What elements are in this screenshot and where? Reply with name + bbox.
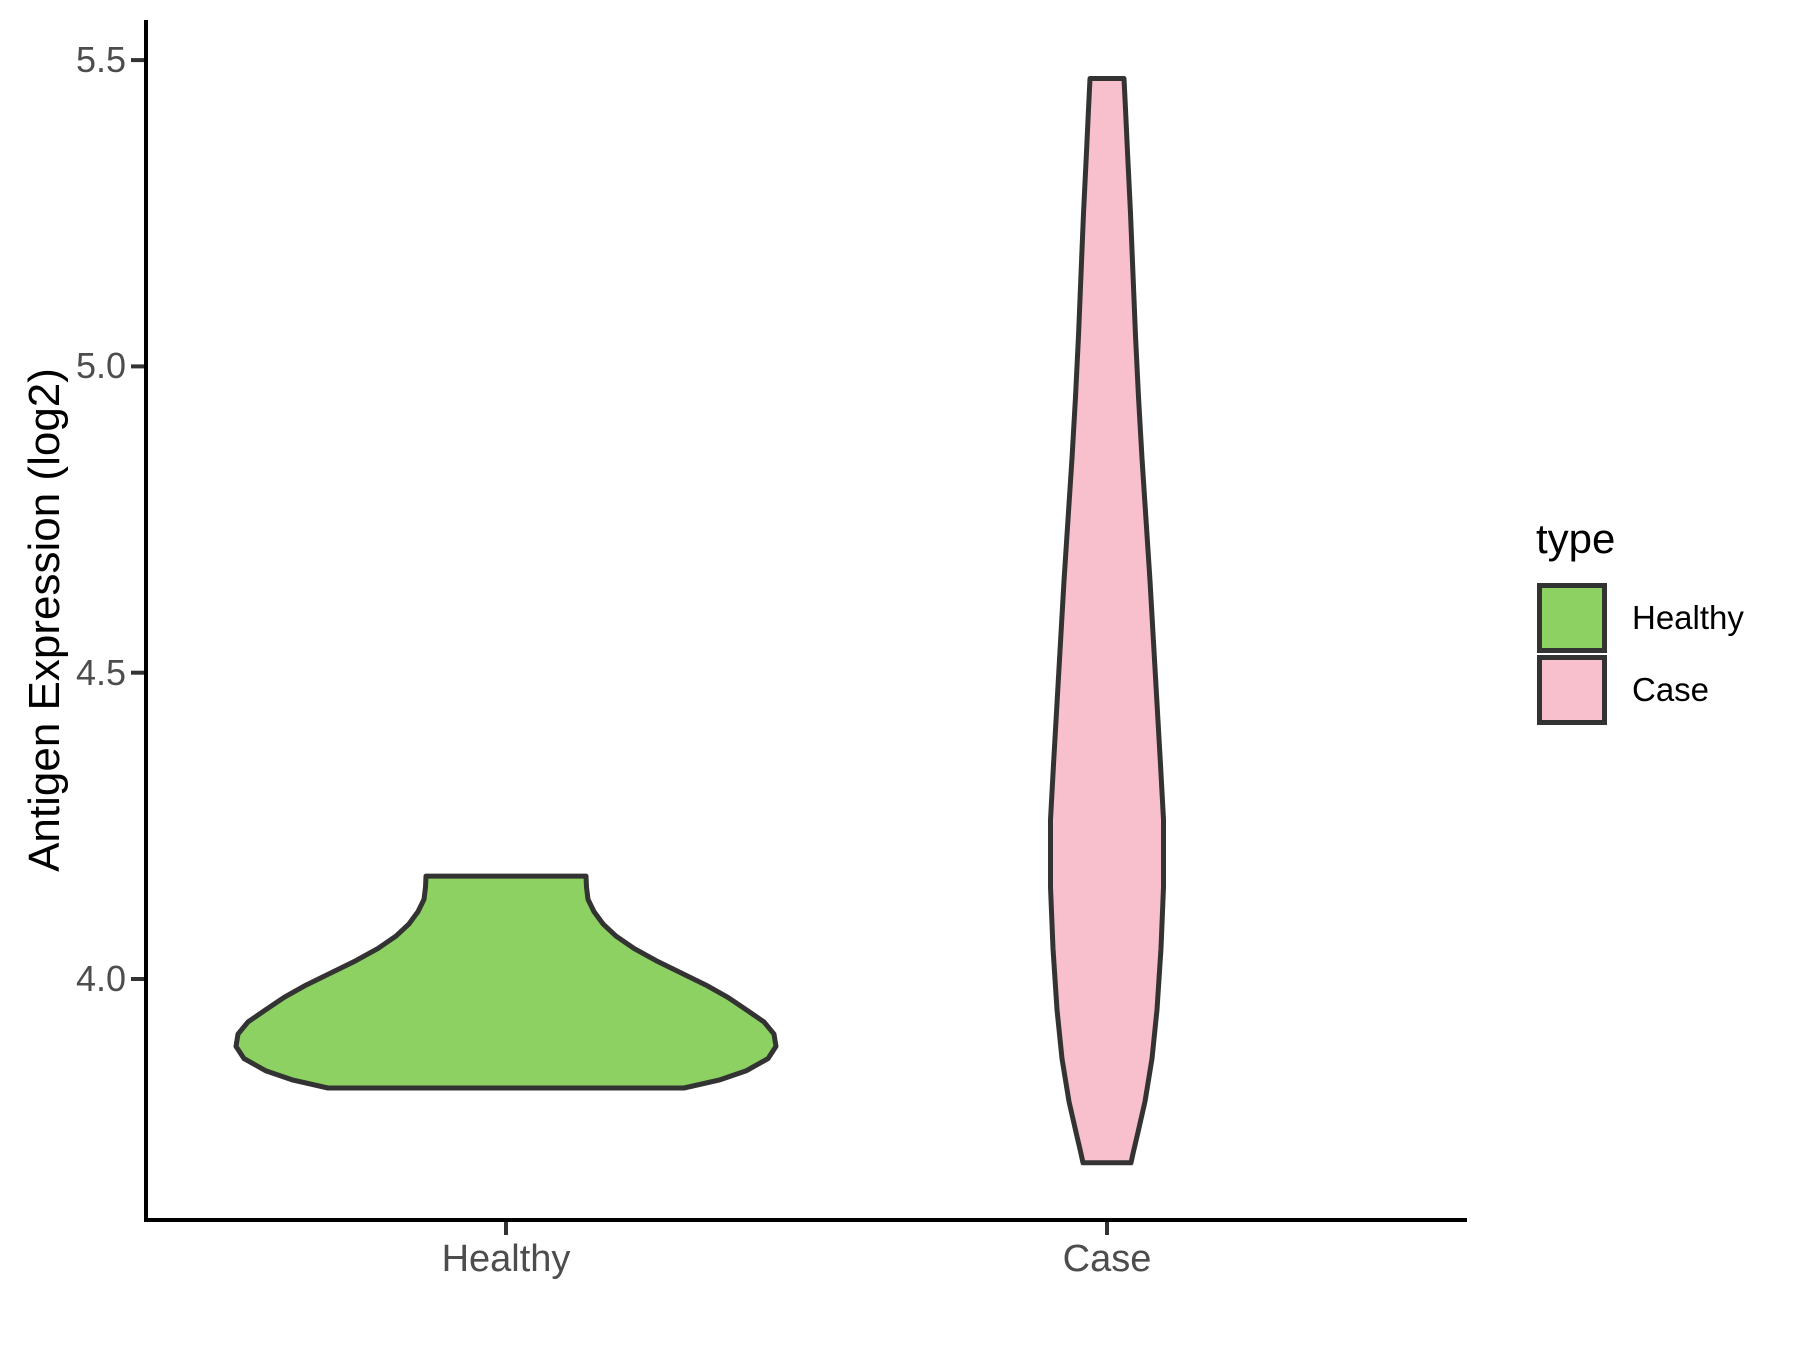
legend-label-case: Case [1632, 671, 1710, 708]
y-tick-label: 4.5 [75, 651, 126, 693]
legend-label-healthy: Healthy [1632, 599, 1744, 636]
y-tick-label: 5.5 [75, 39, 126, 81]
legend-swatch-case [1537, 655, 1607, 725]
x-ticks [504, 1222, 1109, 1235]
axes [144, 20, 1467, 1222]
legend-swatch-healthy [1537, 583, 1607, 653]
y-tick-label: 4.0 [75, 958, 126, 999]
x-tick-label-case: Case [1062, 1238, 1152, 1280]
violin-case [1048, 76, 1166, 1166]
violins [233, 76, 1166, 1166]
y-tick-label: 5.0 [75, 345, 126, 387]
x-tick-label-healthy: Healthy [441, 1238, 571, 1280]
y-ticks [131, 58, 144, 981]
y-axis-title: Antigen Expression (log2) [20, 368, 69, 872]
legend-title: type [1536, 515, 1616, 562]
violin-healthy [233, 873, 779, 1091]
